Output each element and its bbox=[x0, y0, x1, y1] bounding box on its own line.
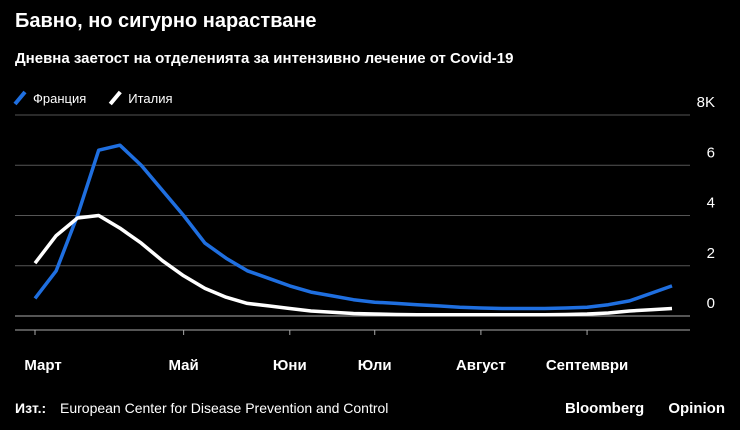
source: European Center for Disease Prevention a… bbox=[60, 400, 388, 416]
legend-swatch bbox=[13, 90, 27, 106]
series-line bbox=[33, 143, 673, 311]
y-tick-label: 8K bbox=[697, 94, 715, 111]
y-tick-label: 0 bbox=[707, 295, 715, 312]
x-tick-label: Май bbox=[169, 357, 199, 374]
x-tick-label: Септември bbox=[546, 357, 628, 374]
series-line bbox=[33, 213, 673, 317]
y-tick-label: 2 bbox=[707, 245, 715, 262]
chart-subtitle: Дневна заетост на отделенията за интензи… bbox=[15, 50, 513, 67]
x-tick-label: Август bbox=[456, 357, 506, 374]
y-tick-label: 4 bbox=[707, 195, 715, 212]
x-tick-label: Юли bbox=[358, 357, 392, 374]
legend-swatch bbox=[108, 90, 122, 106]
legend-label: Франция bbox=[33, 91, 86, 106]
brand-opinion: Opinion bbox=[668, 400, 725, 417]
source-label: Изт.: bbox=[15, 400, 46, 416]
x-tick-label: Юни bbox=[273, 357, 307, 374]
legend-label: Италия bbox=[128, 91, 172, 106]
chart-title: Бавно, но сигурно нарастване bbox=[15, 10, 317, 32]
y-tick-label: 6 bbox=[707, 144, 715, 161]
x-tick-label: Март bbox=[24, 357, 61, 374]
brand: Bloomberg bbox=[565, 400, 644, 417]
